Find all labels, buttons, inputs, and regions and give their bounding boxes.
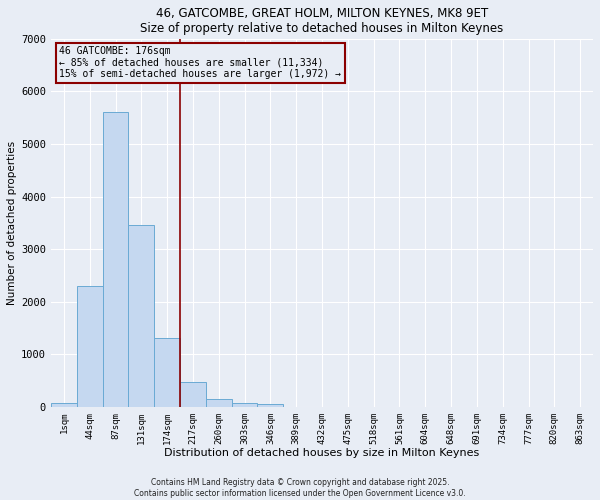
Bar [154,338,180,407]
Bar [206,398,232,407]
Bar [103,112,128,407]
Bar [51,403,77,407]
Bar [77,286,103,407]
Bar [232,403,257,407]
Title: 46, GATCOMBE, GREAT HOLM, MILTON KEYNES, MK8 9ET
Size of property relative to de: 46, GATCOMBE, GREAT HOLM, MILTON KEYNES,… [140,7,503,35]
Bar [180,382,206,407]
Y-axis label: Number of detached properties: Number of detached properties [7,141,17,305]
X-axis label: Distribution of detached houses by size in Milton Keynes: Distribution of detached houses by size … [164,448,479,458]
Bar [257,404,283,407]
Text: 46 GATCOMBE: 176sqm
← 85% of detached houses are smaller (11,334)
15% of semi-de: 46 GATCOMBE: 176sqm ← 85% of detached ho… [59,46,341,80]
Text: Contains HM Land Registry data © Crown copyright and database right 2025.
Contai: Contains HM Land Registry data © Crown c… [134,478,466,498]
Bar [128,226,154,407]
